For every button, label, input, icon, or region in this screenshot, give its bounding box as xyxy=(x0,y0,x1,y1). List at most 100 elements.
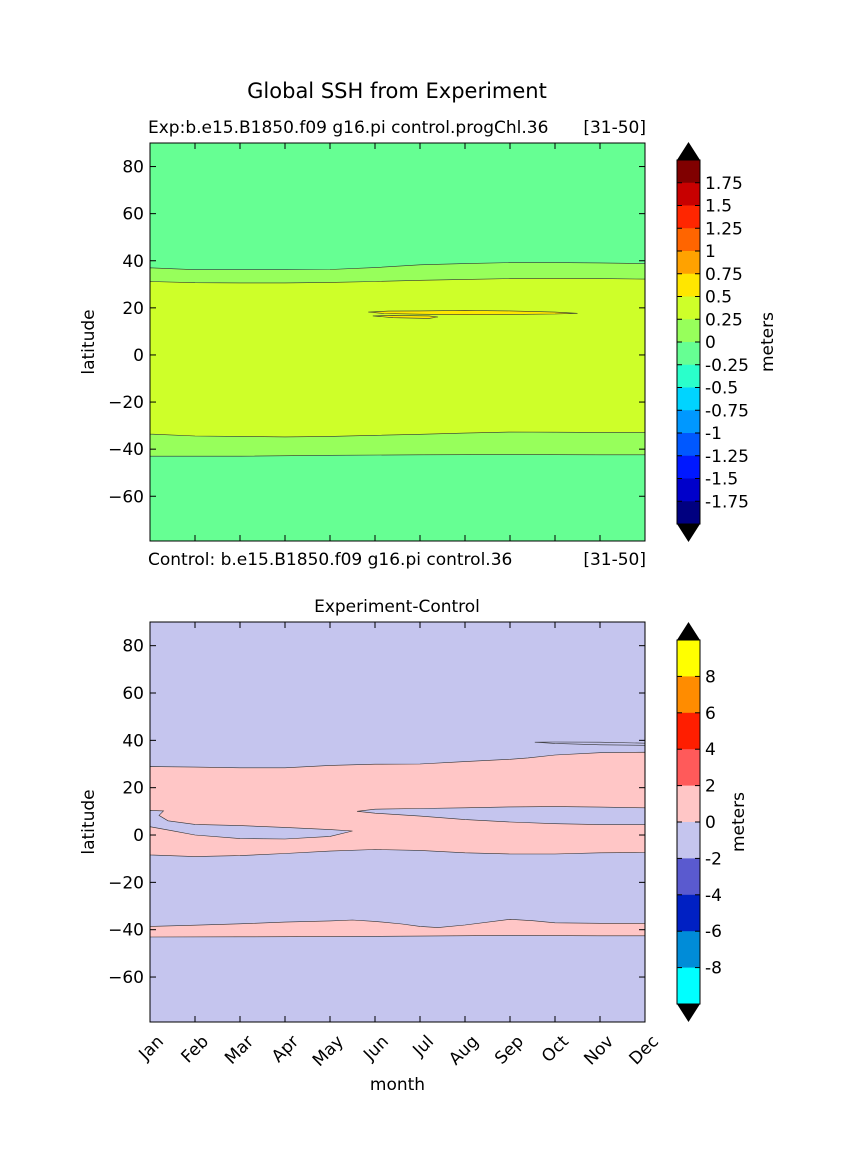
y-tick-label: 0 xyxy=(133,346,144,366)
colorbar-tick-label: 0.75 xyxy=(705,265,743,285)
colorbar-swatch xyxy=(677,822,700,859)
colorbar-tick-label: 2 xyxy=(705,777,716,797)
colorbar-swatch xyxy=(677,785,700,823)
colorbar-swatch xyxy=(677,931,700,969)
y-tick-label: −20 xyxy=(108,393,144,413)
contour-band-0.5-to-0.75-inner xyxy=(372,315,439,319)
colorbar-swatch xyxy=(677,296,700,320)
colorbar-tick-label: 1.75 xyxy=(705,174,743,194)
difference-panel: Experiment-Control 806040200−20−40−60Jan… xyxy=(79,597,749,1095)
x-tick-label: Apr xyxy=(268,1032,303,1067)
colorbar-label: meters xyxy=(758,312,778,372)
x-tick-label: Oct xyxy=(538,1032,573,1067)
control-caption: Control: b.e15.B1850.f09 g16.pi control.… xyxy=(148,550,512,570)
x-tick-label: Nov xyxy=(580,1032,618,1070)
y-tick-label: 0 xyxy=(133,826,144,846)
x-axis-label: month xyxy=(370,1075,425,1095)
colorbar-tick-label: -6 xyxy=(705,922,722,942)
colorbar-extend-max xyxy=(677,142,700,160)
x-tick-label: Sep xyxy=(491,1032,528,1069)
x-tick-label: Aug xyxy=(445,1032,483,1070)
colorbar-swatch xyxy=(677,342,700,366)
colorbar-tick-label: 4 xyxy=(705,740,716,760)
colorbar-swatch xyxy=(677,640,700,677)
colorbar-tick-label: 0.5 xyxy=(705,288,732,308)
x-tick-label: Jun xyxy=(359,1032,393,1066)
colorbar-extend-min xyxy=(677,1004,700,1022)
colorbar-tick-label: -1.5 xyxy=(705,470,738,490)
y-tick-label: 20 xyxy=(122,299,144,319)
contour-negative-tongue-equator xyxy=(149,810,353,840)
colorbar-tick-label: -2 xyxy=(705,849,722,869)
y-tick-label: −40 xyxy=(108,921,144,941)
y-tick-label: 40 xyxy=(122,731,144,751)
colorbar-extend-max xyxy=(677,622,700,640)
colorbar-swatch xyxy=(677,228,700,252)
colorbar-swatch xyxy=(677,160,700,184)
contour-positive-band-north xyxy=(149,751,646,857)
figure-title: Global SSH from Experiment xyxy=(247,79,547,103)
y-axis-label: latitude xyxy=(79,309,99,374)
colorbar-tick-label: -4 xyxy=(705,886,722,906)
y-tick-label: −60 xyxy=(108,968,144,988)
y-axis-label: latitude xyxy=(79,789,99,854)
colorbar-tick-label: 6 xyxy=(705,704,716,724)
colorbar-swatch xyxy=(677,894,700,932)
colorbar-tick-label: -0.25 xyxy=(705,356,749,376)
colorbar-swatch xyxy=(677,858,700,896)
colorbar-tick-label: -1 xyxy=(705,424,722,444)
colorbar-swatch xyxy=(677,364,700,388)
colorbar-swatch xyxy=(677,410,700,434)
colorbar-tick-label: 1.5 xyxy=(705,197,732,217)
y-tick-label: 80 xyxy=(122,637,144,657)
x-tick-label: Mar xyxy=(221,1032,258,1069)
colorbar-swatch xyxy=(677,478,700,502)
x-tick-label: Dec xyxy=(626,1032,663,1069)
colorbar-swatch xyxy=(677,967,700,1005)
colorbar-tick-label: 1 xyxy=(705,242,716,262)
colorbar-label: meters xyxy=(729,792,749,852)
colorbar-tick-label: 0 xyxy=(705,813,716,833)
colorbar-swatch xyxy=(677,501,700,525)
contour-positive-band-south xyxy=(149,918,646,938)
colorbar-tick-label: 0 xyxy=(705,333,716,353)
y-tick-label: 60 xyxy=(122,205,144,225)
colorbar-extend-min xyxy=(677,524,700,542)
colorbar-tick-label: -8 xyxy=(705,959,722,979)
y-tick-label: −60 xyxy=(108,487,144,507)
colorbar-tick-label: -1.75 xyxy=(705,492,749,512)
colorbar-swatch xyxy=(677,273,700,297)
axes-frame xyxy=(149,142,646,542)
x-tick-label: May xyxy=(309,1032,348,1071)
x-tick-label: Jan xyxy=(135,1032,168,1065)
colorbar-swatch xyxy=(677,387,700,411)
experiment-panel: Exp:b.e15.B1850.f09 g16.pi control.progC… xyxy=(79,118,778,570)
colorbar-swatch xyxy=(677,455,700,479)
colorbar-tick-label: 0.25 xyxy=(705,310,743,330)
contour-band-0.5-to-0.75 xyxy=(368,310,578,316)
colorbar-swatch xyxy=(677,205,700,229)
y-tick-label: 40 xyxy=(122,252,144,272)
colorbar-tick-label: 8 xyxy=(705,667,716,687)
y-tick-label: −20 xyxy=(108,873,144,893)
axes-frame xyxy=(149,621,646,1023)
colorbar-swatch xyxy=(677,251,700,275)
contour-band-0.25-to-0.5 xyxy=(149,278,646,438)
colorbar-tick-label: -1.25 xyxy=(705,447,749,467)
colorbar-tick-label: -0.75 xyxy=(705,401,749,421)
colorbar-swatch xyxy=(677,319,700,343)
y-tick-label: −40 xyxy=(108,440,144,460)
colorbar-tick-label: -0.5 xyxy=(705,379,738,399)
colorbar-swatch xyxy=(677,433,700,457)
x-tick-label: Feb xyxy=(178,1032,213,1067)
colorbar-swatch xyxy=(677,712,700,750)
colorbar-swatch xyxy=(677,749,700,787)
experiment-years: [31-50] xyxy=(583,118,646,138)
y-tick-label: 80 xyxy=(122,158,144,178)
x-tick-label: Jul xyxy=(409,1032,438,1061)
control-years: [31-50] xyxy=(583,550,646,570)
colorbar-tick-label: 1.25 xyxy=(705,219,743,239)
experiment-subtitle: Exp:b.e15.B1850.f09 g16.pi control.progC… xyxy=(148,118,548,138)
y-tick-label: 60 xyxy=(122,684,144,704)
colorbar-swatch xyxy=(677,676,700,714)
